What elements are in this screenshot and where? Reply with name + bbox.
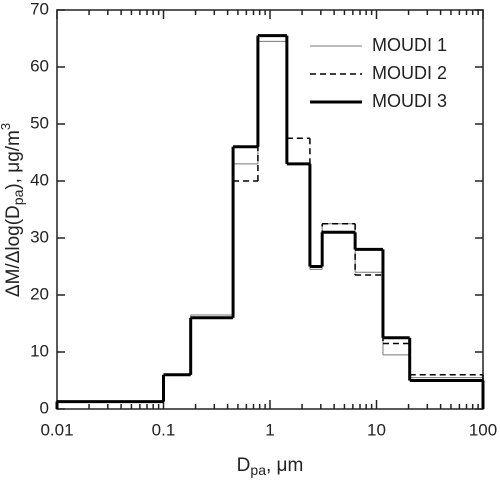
- y-tick-label: 20: [30, 284, 49, 303]
- x-label-sub: pa: [250, 462, 266, 478]
- legend-label: MOUDI 3: [372, 91, 447, 111]
- y-tick-label: 70: [30, 0, 49, 18]
- x-tick-label: 0.1: [152, 420, 176, 439]
- x-tick-label: 0.01: [40, 420, 73, 439]
- y-label-sup: 3: [0, 123, 13, 130]
- y-label-part: ΔM/Δlog(D: [3, 205, 24, 297]
- x-tick-label: 10: [367, 420, 386, 439]
- x-label-part: D: [237, 455, 251, 476]
- y-axis-label: ΔM/Δlog(Dpa), μg/m3: [0, 123, 26, 297]
- y-label-sub: pa: [10, 189, 26, 205]
- y-tick-label: 50: [30, 113, 49, 132]
- x-label-part: , μm: [266, 455, 303, 476]
- x-tick-label: 1: [265, 420, 274, 439]
- legend-label: MOUDI 1: [372, 35, 447, 55]
- y-label-part: ), μg/m: [3, 130, 24, 190]
- y-tick-label: 60: [30, 56, 49, 75]
- y-tick-label: 40: [30, 170, 49, 189]
- legend-label: MOUDI 2: [372, 63, 447, 83]
- y-tick-label: 30: [30, 227, 49, 246]
- y-tick-label: 10: [30, 341, 49, 360]
- x-tick-label: 100: [469, 420, 497, 439]
- y-tick-label: 0: [40, 398, 49, 417]
- x-axis-label: Dpa, μm: [237, 455, 304, 478]
